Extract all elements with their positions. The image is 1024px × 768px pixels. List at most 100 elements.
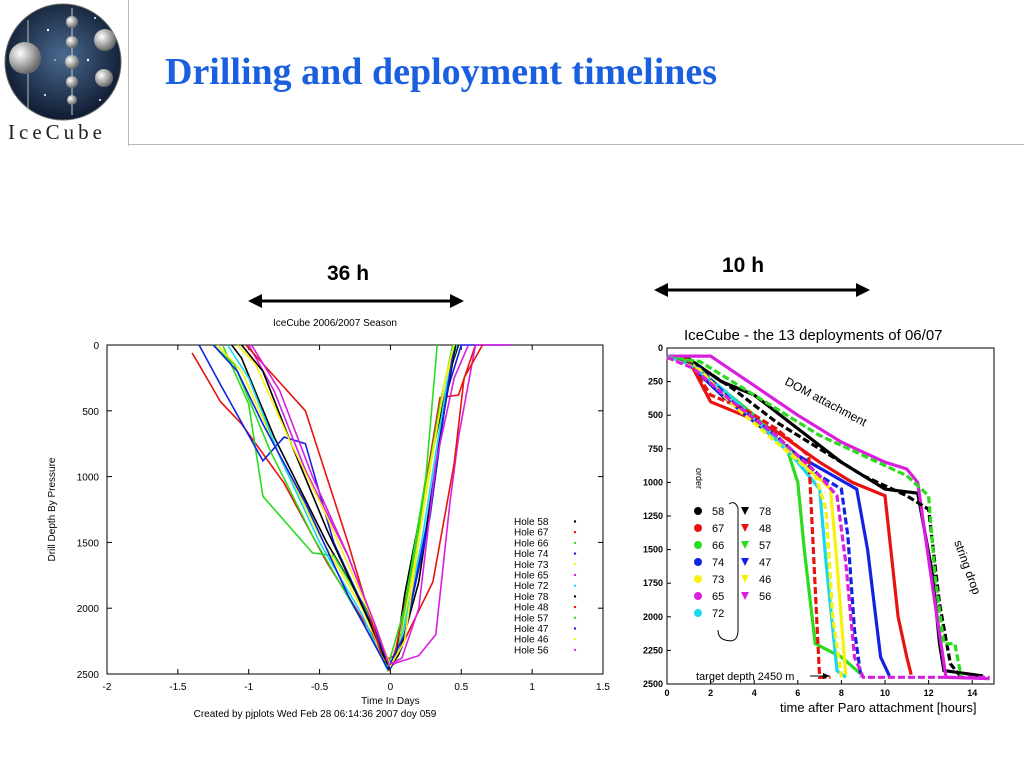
y-tick-label: 2000 <box>77 604 100 615</box>
x-tick-label: 0 <box>664 688 669 698</box>
x-tick-label: 6 <box>795 688 800 698</box>
legend-marker <box>573 541 577 545</box>
legend-marker <box>741 541 749 549</box>
legend-marker <box>741 524 749 532</box>
y-tick-label: 500 <box>648 410 663 420</box>
legend-marker <box>573 563 577 566</box>
series-line <box>250 344 470 666</box>
legend-marker <box>573 531 577 534</box>
legend-label: Hole 72 <box>514 581 549 592</box>
legend-label: Hole 66 <box>514 538 549 549</box>
chart-title: IceCube 2006/2007 Season <box>273 318 397 329</box>
legend-label: Hole 48 <box>514 603 549 614</box>
x-tick-label: -0.5 <box>311 682 329 693</box>
series-line <box>666 355 963 678</box>
legend-label: Hole 78 <box>514 592 549 603</box>
legend-label: 66 <box>712 540 724 552</box>
legend-label: Hole 47 <box>514 624 549 635</box>
series-line <box>666 355 963 679</box>
legend-label: Hole 65 <box>514 571 549 582</box>
x-tick-label: 14 <box>967 688 977 698</box>
legend-marker <box>694 558 702 566</box>
y-tick-label: 750 <box>648 444 663 454</box>
x-tick-label: 0 <box>388 682 394 693</box>
legend-label: 58 <box>712 506 724 518</box>
legend-marker <box>573 573 577 577</box>
legend-label: 48 <box>759 523 771 535</box>
legend-label: Hole 56 <box>514 645 549 656</box>
legend-marker <box>573 552 577 555</box>
legend-marker <box>694 609 702 617</box>
double-arrow-icon <box>248 294 464 308</box>
legend-marker <box>573 627 577 630</box>
legend-marker <box>573 595 577 598</box>
x-tick-label: 12 <box>924 688 934 698</box>
x-axis-label: time after Paro attachment [hours] <box>780 700 977 715</box>
legend-label: 72 <box>712 608 724 620</box>
legend-marker <box>741 575 749 583</box>
chart-footer: Created by pjplots Wed Feb 28 06:14:36 2… <box>194 709 437 720</box>
y-tick-label: 2250 <box>643 645 663 655</box>
legend-marker <box>741 558 749 566</box>
series-line <box>667 354 990 681</box>
y-tick-label: 1750 <box>643 578 663 588</box>
legend-label: Hole 57 <box>514 613 549 624</box>
double-arrow-icon <box>654 283 870 297</box>
legend-marker <box>741 507 749 515</box>
legend-label: Hole 46 <box>514 635 549 646</box>
legend-label: 47 <box>759 557 771 569</box>
icecube-logo: IceCube <box>0 0 129 146</box>
y-tick-label: 1000 <box>643 477 663 487</box>
legend-marker <box>573 520 577 523</box>
legend-label: 73 <box>712 574 724 586</box>
y-tick-label: 500 <box>82 407 99 418</box>
legend-marker <box>573 605 577 609</box>
legend-title: order <box>694 468 704 489</box>
y-tick-label: 1500 <box>643 545 663 555</box>
x-tick-label: 8 <box>839 688 844 698</box>
legend-marker <box>573 584 577 587</box>
legend-label: Hole 67 <box>514 528 549 539</box>
annotation-target-depth: target depth 2450 m <box>696 671 794 683</box>
header-divider <box>128 144 1024 145</box>
legend-label: 67 <box>712 523 724 535</box>
legend-marker <box>573 648 577 652</box>
legend-label: Hole 74 <box>514 549 549 560</box>
series-line <box>666 355 843 678</box>
legend-label: 46 <box>759 574 771 586</box>
annotation-string-drop: string drop <box>951 538 984 596</box>
y-tick-label: 1250 <box>643 511 663 521</box>
x-tick-label: 10 <box>880 688 890 698</box>
y-tick-label: 0 <box>93 341 99 352</box>
y-tick-label: 0 <box>658 343 663 353</box>
y-tick-label: 1000 <box>77 473 100 484</box>
left-span-label: 36 h <box>327 262 370 285</box>
legend-label: 56 <box>759 591 771 603</box>
legend-marker <box>694 541 702 549</box>
y-tick-label: 2500 <box>77 670 100 681</box>
legend-marker <box>694 575 702 583</box>
legend-label: 78 <box>759 506 771 518</box>
series-line <box>666 354 891 677</box>
series-line <box>212 344 455 671</box>
x-tick-label: 2 <box>708 688 713 698</box>
legend-marker <box>694 507 702 515</box>
legend-marker <box>573 616 577 619</box>
y-tick-label: 2000 <box>643 612 663 622</box>
plot-frame <box>106 344 604 675</box>
y-tick-label: 250 <box>648 377 663 387</box>
right-span-label: 10 h <box>722 254 765 277</box>
legend-order-arrow <box>717 502 739 642</box>
y-axis-label: Drill Depth By Pressure <box>47 457 58 561</box>
legend-marker <box>573 638 577 641</box>
series-line <box>247 344 511 666</box>
x-tick-label: -2 <box>103 682 112 693</box>
legend-label: 57 <box>759 540 771 552</box>
chart-title: IceCube - the 13 deployments of 06/07 <box>684 327 943 344</box>
target-arrowhead <box>823 673 830 679</box>
series-line <box>222 344 454 672</box>
y-tick-label: 1500 <box>77 538 100 549</box>
drilling-timeline-chart: IceCube 2006/2007 Season -2 -1.5 -1 -0.5 0 0.5… <box>47 318 610 720</box>
legend-marker <box>741 592 749 600</box>
series-line <box>666 355 990 679</box>
